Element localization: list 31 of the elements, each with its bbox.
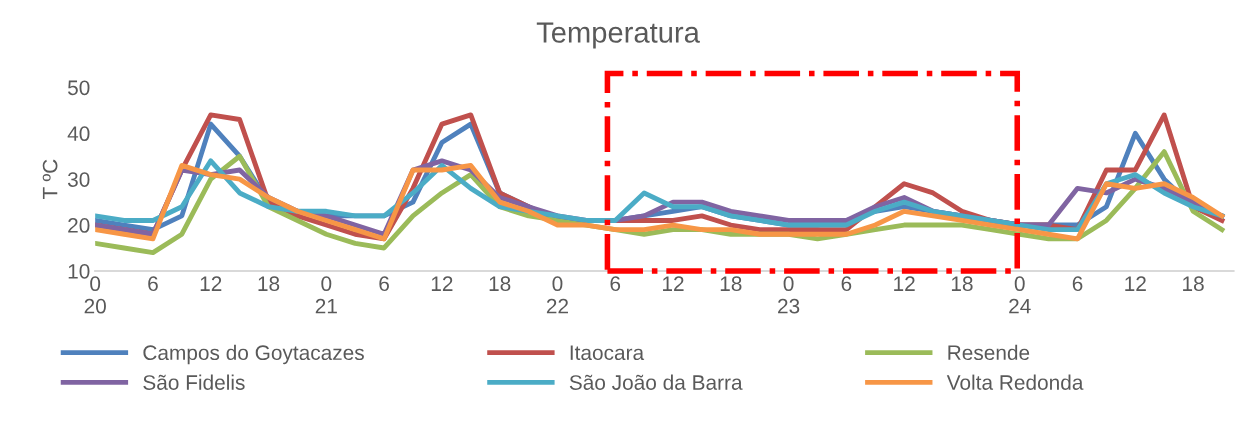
legend-label: Campos do Goytacazes [143, 344, 364, 365]
x-tick-label: 6 [610, 276, 621, 292]
x-tick-label: 18 [489, 276, 511, 292]
legend-label: Volta Redonda [946, 374, 1084, 390]
chart-title: Temperatura [536, 22, 700, 49]
x-tick-label: 12 [431, 276, 453, 291]
x-tick-label: 0 22 [546, 276, 568, 314]
y-tick-label: 50 [67, 80, 90, 96]
legend-label: Itaocara [570, 345, 645, 361]
x-tick-label: 12 [1125, 276, 1146, 291]
x-tick-label: 18 [1183, 276, 1204, 292]
x-tick-label: 18 [720, 276, 742, 292]
x-tick-label: 18 [951, 276, 973, 292]
x-tick-label: 0 23 [778, 276, 800, 314]
x-tick-label: 18 [258, 276, 280, 292]
y-tick-label: 40 [67, 126, 90, 142]
x-tick-label: 12 [894, 276, 915, 291]
x-tick-label: 12 [200, 276, 222, 291]
legend-label: Resende [948, 344, 1030, 361]
legend-label: São João da Barra [569, 374, 743, 390]
x-tick-label: 12 [663, 276, 684, 291]
x-tick-label: 6 [148, 276, 158, 292]
y-axis-title: T ºC [42, 159, 58, 200]
x-tick-label: 6 [1072, 276, 1083, 292]
y-tick-label: 20 [68, 218, 90, 233]
y-tick-label: 30 [67, 172, 90, 187]
x-tick-label: 0 24 [1009, 276, 1031, 314]
x-tick-label: 6 [841, 276, 852, 292]
x-tick-label: 0 21 [315, 276, 337, 314]
x-tick-label: 6 [379, 276, 389, 292]
legend-label: São Fidelis [143, 374, 245, 390]
